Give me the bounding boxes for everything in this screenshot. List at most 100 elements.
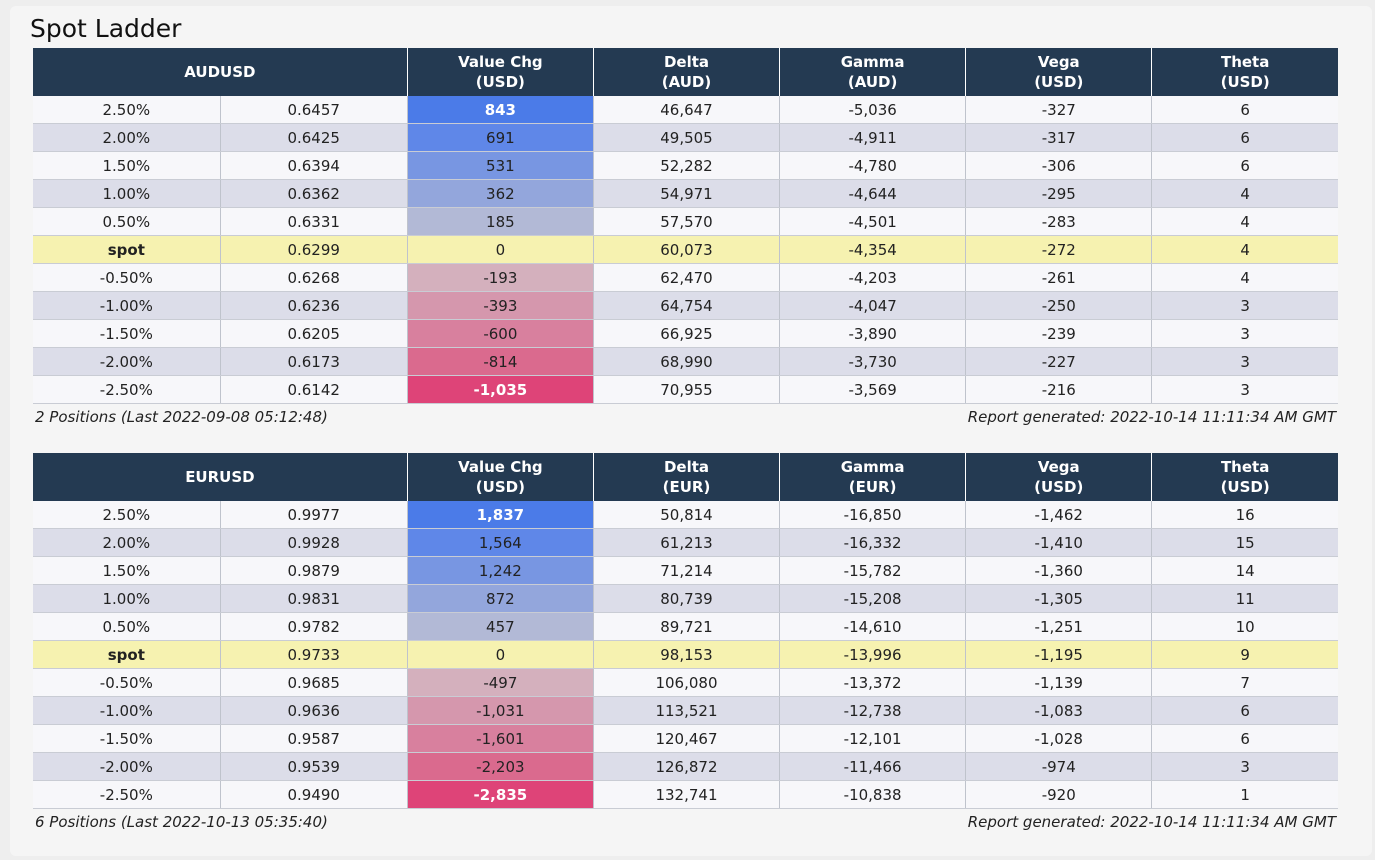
value-chg-cell: 185 [407,207,594,236]
spot-rate-cell: 0.6331 [220,207,408,236]
vega-header: Vega (USD) [965,48,1153,96]
shift-cell: spot [33,640,221,669]
vega-cell: -1,410 [965,528,1153,557]
ladder-row: -0.50% 0.9685 -497 106,080 -13,372 -1,139 7 [33,668,1338,697]
shift-cell: spot [33,235,221,264]
ladder-body: 2.50% 0.6457 843 46,647 -5,036 -327 6 2.00% 0.64… [33,96,1338,404]
theta-cell: 1 [1151,780,1338,809]
ladder-eurusd: EURUSD Value Chg (USD) Delta (EUR) Gamma (E… [33,453,1338,835]
spot-rate-cell: 0.6268 [220,263,408,292]
value-chg-cell: 0 [407,640,594,669]
vega-cell: -1,251 [965,612,1153,641]
ladder-footer: 6 Positions (Last 2022-10-13 05:35:40) R… [33,809,1338,835]
report-generated: Report generated: 2022-10-14 11:11:34 AM… [967,408,1336,426]
positions-summary: 6 Positions (Last 2022-10-13 05:35:40) [35,813,328,831]
theta-cell: 14 [1151,556,1338,585]
vega-cell: -1,195 [965,640,1153,669]
ladder-body: 2.50% 0.9977 1,837 50,814 -16,850 -1,462 16 2.0… [33,501,1338,809]
gamma-cell: -10,838 [779,780,967,809]
spot-rate-cell: 0.6236 [220,291,408,320]
ladder-row: 2.50% 0.6457 843 46,647 -5,036 -327 6 [33,96,1338,124]
vega-cell: -920 [965,780,1153,809]
gamma-cell: -3,890 [779,319,967,348]
value-chg-cell: 0 [407,235,594,264]
vega-cell: -227 [965,347,1153,376]
ladder-row: -2.00% 0.9539 -2,203 126,872 -11,466 -974 3 [33,752,1338,781]
delta-header: Delta (EUR) [593,453,781,501]
delta-cell: 49,505 [593,123,781,152]
shift-cell: 0.50% [33,612,221,641]
ladder-row: -1.00% 0.6236 -393 64,754 -4,047 -250 3 [33,291,1338,320]
delta-header: Delta (AUD) [593,48,781,96]
shift-cell: -2.50% [33,375,221,404]
shift-cell: 2.00% [33,123,221,152]
shift-cell: -1.50% [33,319,221,348]
ladder-row: 1.00% 0.6362 362 54,971 -4,644 -295 4 [33,179,1338,208]
spot-rate-cell: 0.9539 [220,752,408,781]
vega-cell: -261 [965,263,1153,292]
shift-cell: 1.00% [33,584,221,613]
ladder-row: -2.50% 0.6142 -1,035 70,955 -3,569 -216 3 [33,375,1338,404]
vega-cell: -1,360 [965,556,1153,585]
delta-cell: 46,647 [593,96,781,124]
delta-cell: 64,754 [593,291,781,320]
spot-row: spot 0.6299 0 60,073 -4,354 -272 4 [33,235,1338,264]
vega-cell: -250 [965,291,1153,320]
value-chg-header: Value Chg (USD) [407,48,594,96]
pair-header: AUDUSD [33,48,408,96]
delta-cell: 66,925 [593,319,781,348]
delta-cell: 60,073 [593,235,781,264]
theta-cell: 3 [1151,319,1338,348]
theta-cell: 3 [1151,347,1338,376]
ladder-row: 2.00% 0.9928 1,564 61,213 -16,332 -1,410 15 [33,528,1338,557]
theta-cell: 3 [1151,291,1338,320]
delta-cell: 61,213 [593,528,781,557]
value-chg-cell: -497 [407,668,594,697]
theta-cell: 4 [1151,235,1338,264]
spot-rate-cell: 0.9636 [220,696,408,725]
delta-cell: 120,467 [593,724,781,753]
spot-rate-cell: 0.6457 [220,96,408,124]
delta-cell: 106,080 [593,668,781,697]
shift-cell: -0.50% [33,263,221,292]
ladder-table: AUDUSD Value Chg (USD) Delta (AUD) Gamma (A… [33,48,1338,404]
delta-cell: 52,282 [593,151,781,180]
value-chg-cell: -2,835 [407,780,594,809]
gamma-cell: -4,047 [779,291,967,320]
spot-rate-cell: 0.9587 [220,724,408,753]
value-chg-cell: -1,035 [407,375,594,404]
spot-rate-cell: 0.6394 [220,151,408,180]
ladder-row: -2.50% 0.9490 -2,835 132,741 -10,838 -920 1 [33,780,1338,809]
spot-rate-cell: 0.6362 [220,179,408,208]
gamma-cell: -15,208 [779,584,967,613]
ladder-row: -1.00% 0.9636 -1,031 113,521 -12,738 -1,083 6 [33,696,1338,725]
gamma-cell: -15,782 [779,556,967,585]
gamma-cell: -12,738 [779,696,967,725]
value-chg-cell: 691 [407,123,594,152]
shift-cell: 2.50% [33,96,221,124]
ladder-row: -0.50% 0.6268 -193 62,470 -4,203 -261 4 [33,263,1338,292]
spot-rate-cell: 0.9490 [220,780,408,809]
value-chg-cell: -1,031 [407,696,594,725]
theta-cell: 3 [1151,752,1338,781]
vega-cell: -1,305 [965,584,1153,613]
vega-cell: -1,462 [965,501,1153,529]
theta-cell: 6 [1151,151,1338,180]
vega-cell: -216 [965,375,1153,404]
gamma-cell: -14,610 [779,612,967,641]
value-chg-cell: 362 [407,179,594,208]
gamma-cell: -11,466 [779,752,967,781]
gamma-cell: -4,780 [779,151,967,180]
vega-cell: -272 [965,235,1153,264]
value-chg-cell: 531 [407,151,594,180]
theta-cell: 4 [1151,207,1338,236]
vega-cell: -974 [965,752,1153,781]
ladder-row: 2.50% 0.9977 1,837 50,814 -16,850 -1,462 16 [33,501,1338,529]
delta-cell: 113,521 [593,696,781,725]
value-chg-cell: -600 [407,319,594,348]
vega-cell: -317 [965,123,1153,152]
theta-cell: 6 [1151,96,1338,124]
delta-cell: 89,721 [593,612,781,641]
value-chg-cell: 1,564 [407,528,594,557]
shift-cell: -1.50% [33,724,221,753]
